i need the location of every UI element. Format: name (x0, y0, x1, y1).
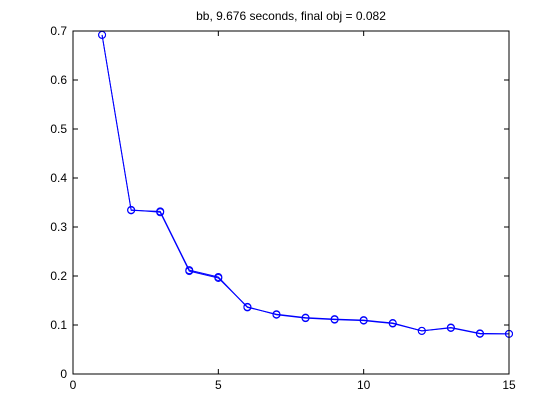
data-point (156, 208, 165, 217)
x-tick-label: 0 (70, 378, 77, 392)
data-point (446, 323, 455, 332)
data-point (388, 319, 397, 328)
x-tick-label: 10 (357, 378, 371, 392)
data-point (272, 310, 281, 319)
data-point (301, 314, 310, 323)
y-tick-label: 0.3 (50, 220, 67, 234)
y-tick-label: 0.2 (50, 269, 67, 283)
y-tick-label: 0.1 (50, 318, 67, 332)
y-tick-label: 0 (60, 367, 67, 381)
data-point (330, 315, 339, 324)
y-tick-label: 0.6 (50, 73, 67, 87)
y-tick-label: 0.7 (50, 24, 67, 38)
data-point (214, 273, 223, 282)
data-point (475, 329, 484, 338)
data-point (417, 326, 426, 335)
series-line-2 (101, 34, 509, 335)
plot-frame (72, 30, 510, 375)
data-point (243, 302, 252, 311)
chart-title: bb, 9.676 seconds, final obj = 0.082 (196, 9, 386, 23)
y-tick-label: 0.5 (50, 122, 67, 136)
plot-area-background (73, 31, 509, 374)
data-point (359, 316, 368, 325)
x-tick-label: 15 (502, 378, 516, 392)
y-tick-label: 0.4 (50, 171, 67, 185)
tick-layer: 0 5 10 15 0 0.1 0.2 0.3 0.4 0.5 0.6 0.7 (50, 24, 516, 392)
data-point (185, 267, 194, 276)
x-tick-label: 5 (215, 378, 222, 392)
data-point (127, 205, 136, 214)
